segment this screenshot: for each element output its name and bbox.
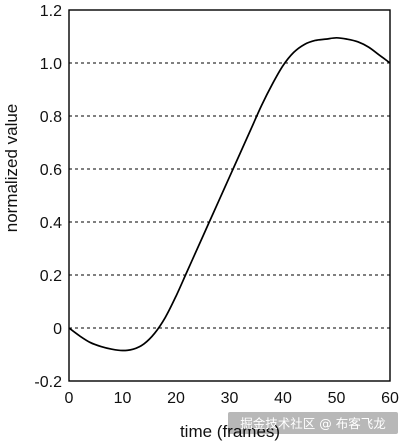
grid-lines — [69, 62, 390, 329]
tick-labels: -0.200.20.40.60.81.01.20 10 20 30 40 50 60 — [34, 3, 399, 407]
y-tick-label: 1.0 — [40, 56, 62, 73]
watermark-background — [228, 412, 398, 434]
y-tick-label: 0.8 — [40, 109, 62, 126]
y-tick-label: 0.2 — [40, 268, 62, 285]
watermark-text: 掘金技术社区 @ 布客飞龙 — [240, 416, 385, 431]
y-tick-label: 0.4 — [40, 215, 62, 232]
y-tick-label: 0.6 — [40, 162, 62, 179]
y-tick-label: 1.2 — [40, 3, 62, 20]
x-tick-label: 20 — [167, 390, 185, 407]
x-tick-label: 30 — [221, 390, 239, 407]
plot-frame — [68, 9, 391, 382]
x-axis-label: time (frames) — [180, 422, 280, 441]
x-tick-label: 60 — [381, 390, 399, 407]
y-tick-label: 0 — [53, 321, 62, 338]
x-tick-label: 50 — [328, 390, 346, 407]
y-axis-label: normalized value — [2, 104, 21, 233]
series-line — [68, 36, 391, 352]
watermark: 掘金技术社区 @ 布客飞龙 — [228, 412, 398, 434]
x-tick-label: 10 — [114, 390, 132, 407]
x-tick-label: 40 — [274, 390, 292, 407]
x-tick-label: 0 — [65, 390, 74, 407]
y-tick-label: -0.2 — [34, 374, 62, 391]
